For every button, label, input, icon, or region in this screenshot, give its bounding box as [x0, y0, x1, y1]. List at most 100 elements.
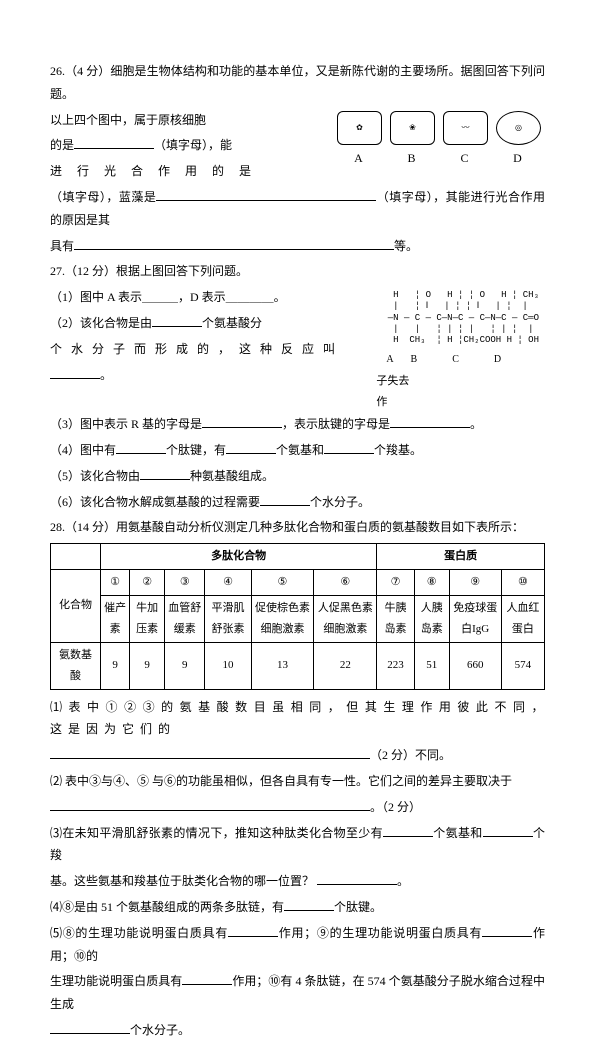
q27-row: （1）图中 A 表示＿＿＿，D 表示＿＿＿＿。 （2）该化合物是由 个氨基酸分 个… — [50, 286, 545, 413]
q28-s3e: 。 — [397, 874, 409, 888]
q28-s5b: 作用；⑨的生理功能说明蛋白质具有 — [278, 926, 482, 940]
cmp6: 人促黑色素细胞激素 — [314, 595, 377, 642]
blank[interactable] — [226, 441, 276, 454]
cell-a-label: A — [337, 147, 382, 170]
cmp5: 促使棕色素细胞激素 — [251, 595, 314, 642]
c4: ④ — [205, 570, 251, 596]
cell-a-icon: ✿ — [337, 111, 382, 145]
q28-s1b: （2 分）不同。 — [370, 748, 451, 762]
q27-s2b: 个氨基酸分 — [202, 316, 262, 330]
peptide-figure: H ¦ O H ¦ ¦ O H ¦ CH₃ | ¦ ‖ | ¦ ¦ ‖ | ¦ … — [376, 286, 545, 350]
blank[interactable] — [317, 872, 397, 885]
blank[interactable] — [50, 746, 370, 759]
cmp8: 人胰岛素 — [414, 595, 449, 642]
th-prot: 蛋白质 — [377, 544, 545, 570]
blank[interactable] — [116, 441, 166, 454]
aa3: 9 — [165, 642, 205, 689]
q28-table: 多肽化合物 蛋白质 化合物 ① ② ③ ④ ⑤ ⑥ ⑦ ⑧ ⑨ ⑩ 催产素 牛加… — [50, 543, 545, 689]
q26-l3a: （填字母），蓝藻是 — [50, 190, 156, 204]
cell-b-icon: ❀ — [390, 111, 435, 145]
aa7: 223 — [377, 642, 415, 689]
q28-s3d: 基。这些氨基和羧基位于肽类化合物的哪一位置？ — [50, 874, 314, 888]
blank[interactable] — [74, 136, 154, 149]
q28-s5f: 个水分子。 — [130, 1023, 190, 1037]
aa2: 9 — [130, 642, 165, 689]
cmp9: 免疫球蛋白IgG — [449, 595, 501, 642]
q27-s6b: 个水分子。 — [310, 495, 370, 509]
q28-s1a: ⑴ 表 中 ① ② ③ 的 氨 基 酸 数 目 虽 相 同 ， 但 其 生 理 … — [50, 696, 545, 742]
q28-s4a: ⑷⑧是由 51 个氨基酸组成的两条多肽链，有 — [50, 900, 284, 914]
peptide-labels: A B C D — [376, 350, 501, 369]
blank[interactable] — [228, 924, 278, 937]
c3: ③ — [165, 570, 205, 596]
q27-s5b: 种氨基酸组成。 — [190, 469, 274, 483]
aa8: 51 — [414, 642, 449, 689]
q27-s1: （1）图中 A 表示＿＿＿，D 表示＿＿＿＿。 — [50, 286, 370, 309]
blank[interactable] — [152, 314, 202, 327]
c5: ⑤ — [251, 570, 314, 596]
cmp1: 催产素 — [101, 595, 130, 642]
q26-l4a: 具有 — [50, 239, 74, 253]
c8: ⑧ — [414, 570, 449, 596]
cell-d-icon: ◎ — [496, 111, 541, 145]
c6: ⑥ — [314, 570, 377, 596]
blank[interactable] — [260, 493, 310, 506]
q27-s6a: （6）该化合物水解成氨基酸的过程需要 — [50, 495, 260, 509]
blank[interactable] — [182, 972, 232, 985]
q27-s2d: 个 水 分 子 而 形 成 的 ， 这 种 反 应 叫 — [50, 338, 370, 361]
q27-s3a: （3）图中表示 R 基的字母是 — [50, 417, 202, 431]
c7: ⑦ — [377, 570, 415, 596]
q28-s2a: ⑵ 表中③与④、⑤ 与⑥的功能虽相似，但各自具有专一性。它们之间的差异主要取决于 — [50, 770, 545, 793]
blank[interactable] — [482, 924, 532, 937]
q27-head: 27.（12 分）根据上图回答下列问题。 — [50, 260, 545, 283]
aa5: 13 — [251, 642, 314, 689]
q28-s2b: 。（2 分） — [370, 800, 421, 814]
q27-s2c: 子失去 — [376, 375, 409, 387]
q27-s2f: 。 — [100, 368, 112, 382]
cmp2: 牛加压素 — [130, 595, 165, 642]
rowhead-compound: 化合物 — [51, 570, 101, 643]
q26-head: 26.（4 分）细胞是生物体结构和功能的基本单位，又是新陈代谢的主要场所。据图回… — [50, 60, 545, 106]
blank[interactable] — [383, 824, 433, 837]
q28-s3a: ⑶在未知平滑肌舒张素的情况下，推知这种肽类化合物至少有 — [50, 826, 383, 840]
q26-row: 以上四个图中，属于原核细胞 的是（填字母），能 进 行 光 合 作 用 的 是 … — [50, 109, 545, 186]
cmp7: 牛胰岛素 — [377, 595, 415, 642]
aa1: 9 — [101, 642, 130, 689]
q27-s3b: ，表示肽键的字母是 — [282, 417, 390, 431]
blank[interactable] — [324, 441, 374, 454]
cell-d-label: D — [496, 147, 541, 170]
q26-l1a: 以上四个图中，属于原核细胞 — [50, 113, 206, 127]
aa10: 574 — [501, 642, 544, 689]
aa-row: 氨数基酸 9 9 9 10 13 22 223 51 660 574 — [51, 642, 545, 689]
q28-head: 28.（14 分）用氨基酸自动分析仪测定几种多肽化合物和蛋白质的氨基酸数目如下表… — [50, 516, 545, 539]
blank[interactable] — [284, 898, 334, 911]
q26-line2: 进 行 光 合 作 用 的 是 — [50, 160, 327, 183]
aa9: 660 — [449, 642, 501, 689]
blank[interactable] — [74, 237, 394, 250]
q27-s5a: （5）该化合物由 — [50, 469, 140, 483]
q26-line1: 以上四个图中，属于原核细胞 — [50, 109, 327, 132]
cell-b-label: B — [390, 147, 435, 170]
q27-s3c: 。 — [470, 417, 482, 431]
q28-s5a: ⑸⑧的生理功能说明蛋白质具有 — [50, 926, 228, 940]
blank[interactable] — [50, 1021, 130, 1034]
blank[interactable] — [390, 415, 470, 428]
blank[interactable] — [202, 415, 282, 428]
cell-c-label: C — [443, 147, 488, 170]
c1: ① — [101, 570, 130, 596]
c2: ② — [130, 570, 165, 596]
th-poly: 多肽化合物 — [101, 544, 377, 570]
q26-cells-figure: ✿ A ❀ B 〰 C ◎ D — [333, 109, 545, 172]
blank[interactable] — [50, 366, 100, 379]
q28-s5d: 生理功能说明蛋白质具有 — [50, 974, 182, 988]
blank[interactable] — [483, 824, 533, 837]
circled-row: 化合物 ① ② ③ ④ ⑤ ⑥ ⑦ ⑧ ⑨ ⑩ — [51, 570, 545, 596]
rowhead-aa: 氨数基酸 — [51, 642, 101, 689]
blank[interactable] — [140, 467, 190, 480]
q27-s4b: 个肽键，有 — [166, 443, 226, 457]
blank[interactable] — [50, 798, 370, 811]
q28-s4b: 个肽键。 — [334, 900, 382, 914]
aa6: 22 — [314, 642, 377, 689]
blank[interactable] — [156, 188, 376, 201]
q27-s2a: （2）该化合物是由 — [50, 316, 152, 330]
